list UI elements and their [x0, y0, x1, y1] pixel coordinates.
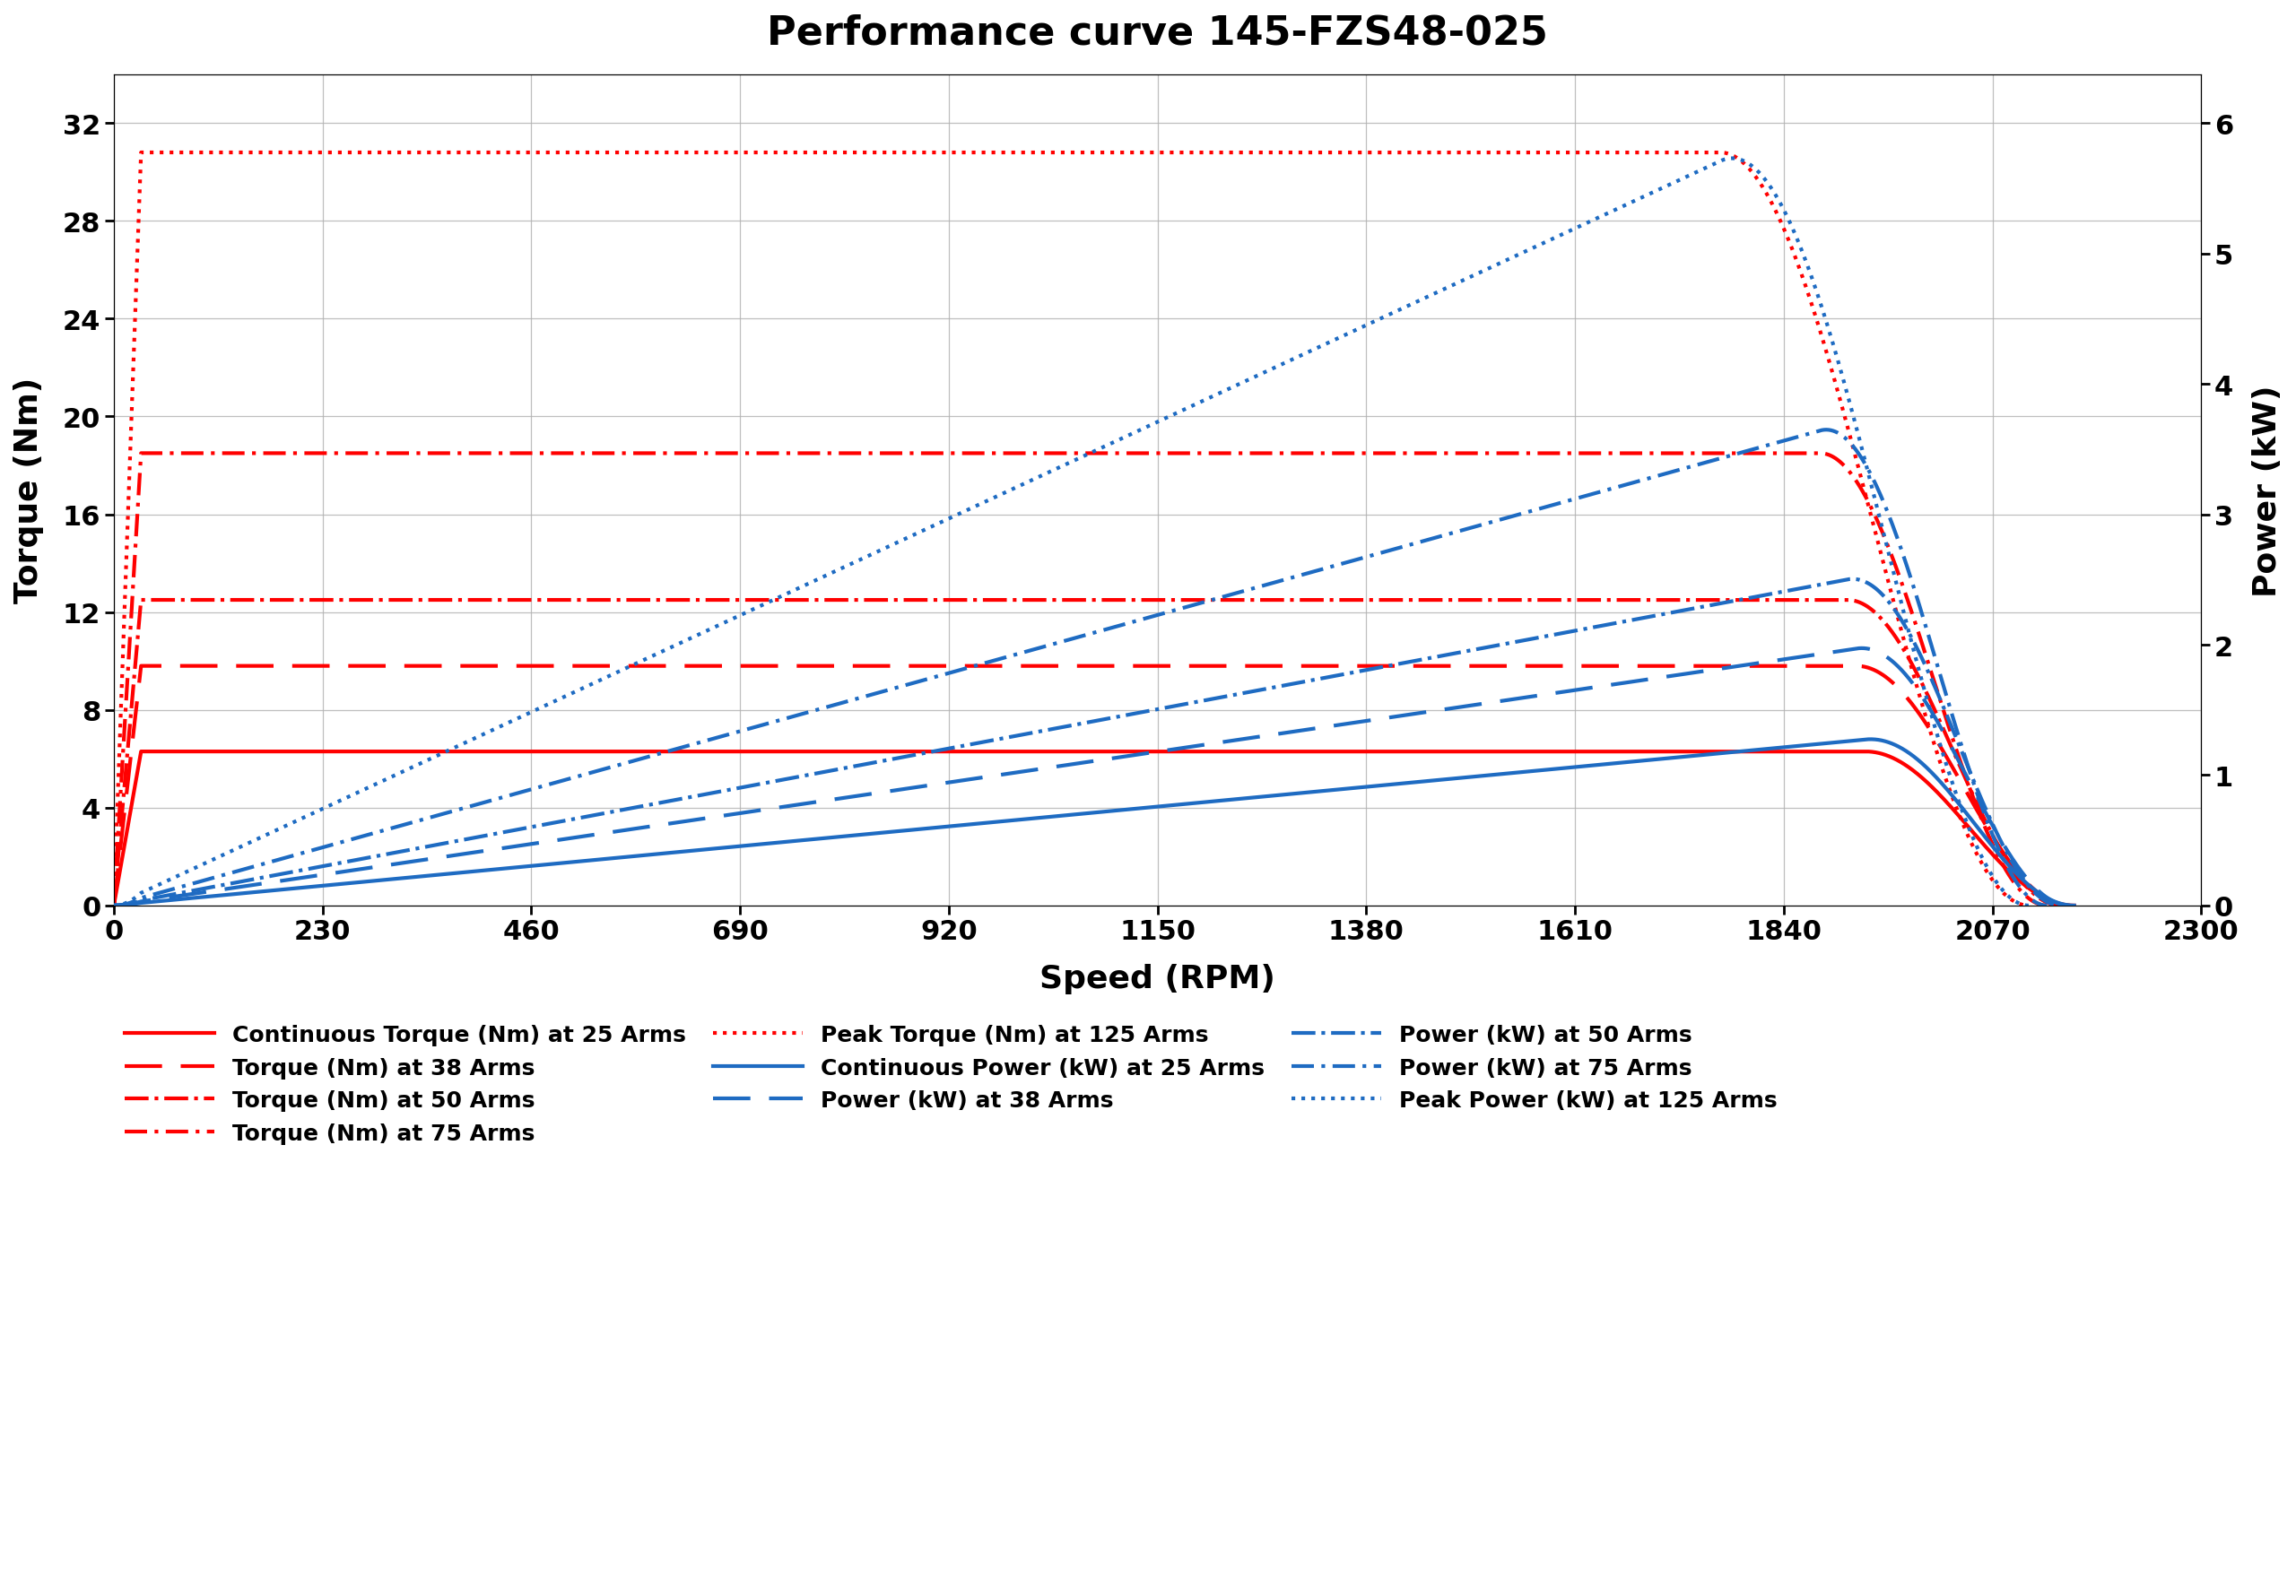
Y-axis label: Torque (Nm): Torque (Nm): [14, 377, 44, 603]
X-axis label: Speed (RPM): Speed (RPM): [1040, 964, 1274, 994]
Title: Performance curve 145-FZS48-025: Performance curve 145-FZS48-025: [767, 13, 1548, 53]
Y-axis label: Power (kW): Power (kW): [2252, 385, 2282, 597]
Legend: Continuous Torque (Nm) at 25 Arms, Torque (Nm) at 38 Arms, Torque (Nm) at 50 Arm: Continuous Torque (Nm) at 25 Arms, Torqu…: [124, 1025, 1777, 1144]
